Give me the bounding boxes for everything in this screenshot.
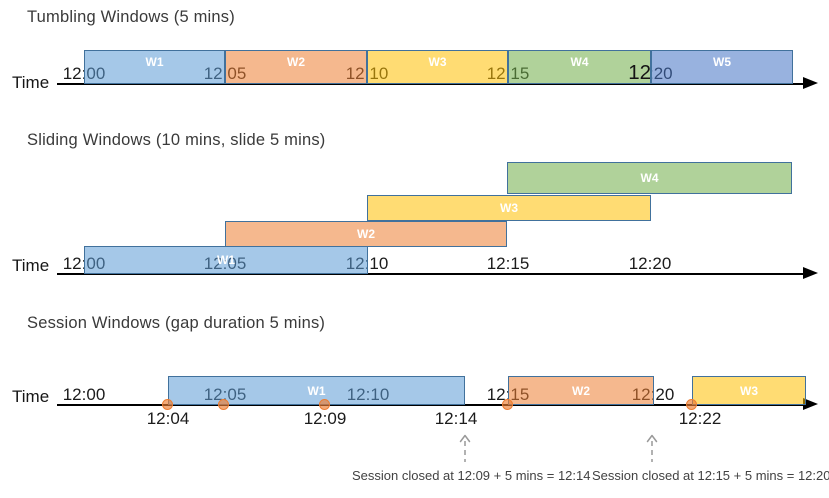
window-box-sliding: W1 xyxy=(84,246,368,274)
event-dot xyxy=(686,399,697,410)
tumbling-time-axis-label: Time xyxy=(12,73,50,92)
sliding-time-axis-label: Time xyxy=(12,256,50,275)
window-box-session: W1 xyxy=(168,376,465,405)
window-box-sliding: W3 xyxy=(367,195,651,221)
event-time-label: 12:09 xyxy=(303,409,347,428)
window-box-session: W2 xyxy=(508,376,654,405)
event-dot xyxy=(218,399,229,410)
window-label: W1 xyxy=(145,55,164,69)
window-label: W4 xyxy=(570,55,589,69)
arrow-right-icon xyxy=(803,267,818,279)
sliding-time-axis-line xyxy=(57,273,804,275)
tumbling-time-axis-line xyxy=(57,83,804,85)
window-label: W1 xyxy=(217,253,235,267)
window-box-sliding: W2 xyxy=(225,221,507,247)
window-box-tumbling: W1 xyxy=(84,50,225,84)
window-label: W3 xyxy=(500,201,518,215)
arrow-up-icon xyxy=(457,433,473,463)
axis-tick-label-sliding: 12:20 xyxy=(628,254,672,273)
session-section-title: Session Windows (gap duration 5 mins) xyxy=(27,314,326,332)
arrow-right-icon xyxy=(803,398,818,410)
window-label: W3 xyxy=(740,383,758,398)
window-box-tumbling: W2 xyxy=(225,50,367,84)
window-box-tumbling: W5 xyxy=(651,50,793,84)
window-box-sliding: W4 xyxy=(507,162,792,194)
sliding-section-title: Sliding Windows (10 mins, slide 5 mins) xyxy=(27,131,326,149)
window-label: W5 xyxy=(713,55,731,69)
window-label: W3 xyxy=(428,55,447,69)
session-closed-annotation: Session closed at 12:09 + 5 mins = 12:14 xyxy=(352,468,591,483)
event-time-label: 12:04 xyxy=(146,409,190,428)
event-time-label: 12:22 xyxy=(678,409,722,428)
event-time-label: 12:14 xyxy=(434,409,478,428)
window-box-session: W3 xyxy=(692,376,806,405)
window-label: W4 xyxy=(640,171,659,185)
window-box-tumbling: W3 xyxy=(367,50,508,84)
event-dot xyxy=(502,399,513,410)
event-dot xyxy=(162,399,173,410)
session-time-axis-label: Time xyxy=(12,387,50,406)
axis-tick-label-sliding: 12:15 xyxy=(486,254,530,273)
arrow-right-icon xyxy=(803,77,818,89)
event-dot xyxy=(319,399,330,410)
window-label: W2 xyxy=(572,383,590,398)
session-closed-annotation: Session closed at 12:15 + 5 mins = 12:20 xyxy=(592,468,829,483)
axis-tick-label-session: 12:00 xyxy=(62,385,106,404)
tumbling-section-title: Tumbling Windows (5 mins) xyxy=(27,8,235,26)
axis-tick-hour-tumbling: 12 xyxy=(628,61,651,84)
window-label: W2 xyxy=(287,55,305,69)
window-box-tumbling: W4 xyxy=(508,50,651,84)
arrow-up-icon xyxy=(644,433,660,463)
window-label: W2 xyxy=(357,227,375,241)
session-time-axis-line xyxy=(57,404,804,406)
window-label: W1 xyxy=(307,383,326,398)
